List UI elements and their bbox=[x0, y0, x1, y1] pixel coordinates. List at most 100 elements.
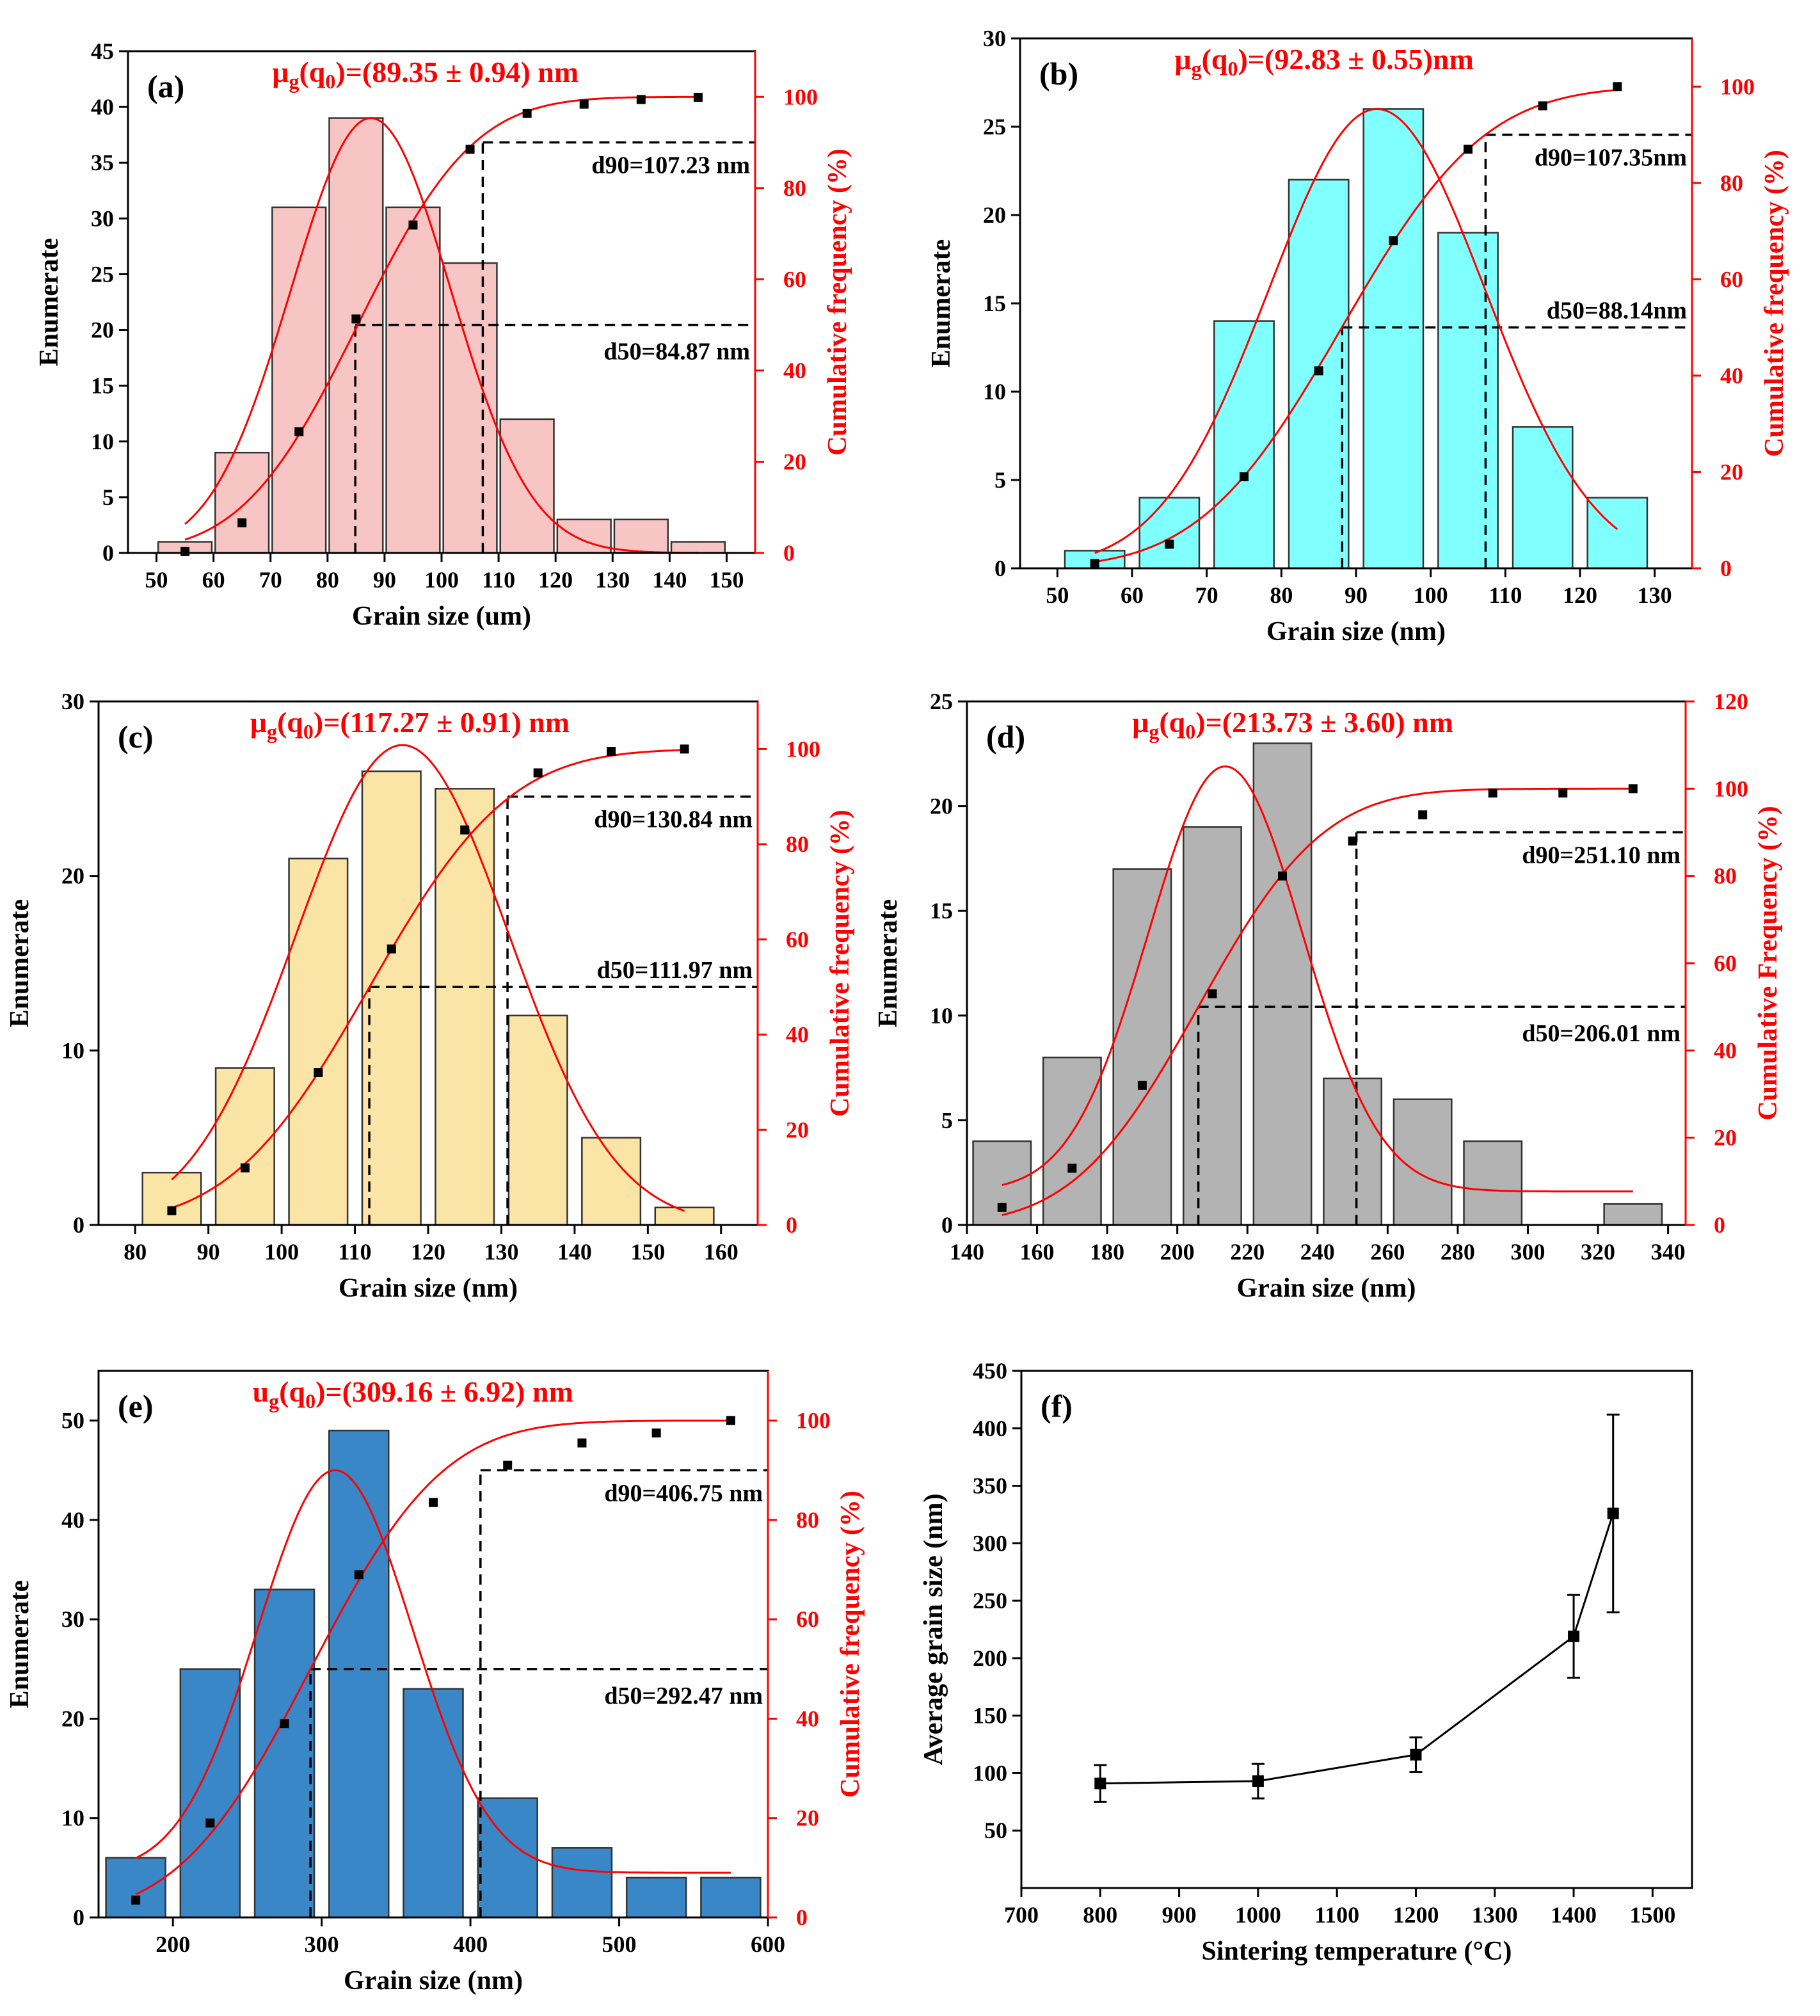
cumulative-point bbox=[180, 547, 190, 556]
y-tick-label: 0 bbox=[73, 1212, 84, 1238]
cumulative-point bbox=[408, 220, 418, 230]
cumulative-point bbox=[1165, 540, 1174, 549]
d50-label: d50=84.87 nm bbox=[603, 339, 750, 365]
y-tick-label: 15 bbox=[983, 291, 1006, 316]
bar bbox=[972, 1140, 1032, 1226]
y-tick-label: 15 bbox=[930, 898, 953, 924]
y-axis-label: Enumerate bbox=[927, 239, 956, 368]
x-tick-label: 340 bbox=[1651, 1239, 1686, 1265]
d50-label: d50=206.01 nm bbox=[1522, 1020, 1680, 1047]
y-tick-label: 10 bbox=[983, 379, 1006, 404]
x-axis-label: Grain size (nm) bbox=[339, 1274, 518, 1303]
cumulative-point bbox=[387, 944, 396, 954]
y-tick-label: 50 bbox=[984, 1818, 1007, 1843]
x-tick-label: 300 bbox=[1510, 1239, 1545, 1265]
cumulative-point bbox=[240, 1163, 250, 1172]
y-tick-label: 30 bbox=[91, 205, 114, 231]
y-axis-label: Average grain size (nm) bbox=[919, 1494, 948, 1766]
x-tick-label: 130 bbox=[1638, 582, 1672, 608]
bar bbox=[1362, 108, 1425, 570]
d50-label: d50=292.47 nm bbox=[604, 1683, 763, 1709]
bar bbox=[179, 1668, 241, 1919]
cumulative-point bbox=[726, 1416, 735, 1425]
x-tick-label: 130 bbox=[595, 567, 630, 593]
y2-tick-label: 80 bbox=[783, 175, 806, 201]
x-tick-label: 110 bbox=[482, 567, 515, 593]
bar bbox=[625, 1876, 687, 1919]
y-tick-label: 350 bbox=[973, 1473, 1007, 1499]
cumulative-point bbox=[1314, 366, 1323, 376]
panel-f: 700 800 900 1000 1100 1200 1300 1400 1500 50 100 15… bbox=[919, 1358, 1693, 1966]
y2-tick-label: 60 bbox=[786, 927, 809, 952]
y2-tick-label: 0 bbox=[1720, 556, 1732, 581]
bar bbox=[1437, 232, 1499, 570]
cumulative-point bbox=[636, 95, 646, 104]
y-tick-label: 10 bbox=[930, 1003, 953, 1028]
y-tick-label: 450 bbox=[973, 1358, 1007, 1384]
y-tick-label: 45 bbox=[91, 38, 114, 64]
y-tick-label: 10 bbox=[91, 429, 114, 454]
gaussian-fit-curve bbox=[135, 1469, 731, 1874]
x-tick-label: 60 bbox=[202, 567, 225, 593]
d50-label: d50=88.14nm bbox=[1547, 298, 1687, 324]
cumulative-point bbox=[1464, 145, 1473, 154]
d90-label: d90=130.84 nm bbox=[594, 806, 753, 833]
x-tick-label: 90 bbox=[197, 1239, 220, 1265]
x-tick-label: 900 bbox=[1162, 1902, 1197, 1928]
bar bbox=[1323, 1077, 1383, 1226]
y-tick-label: 40 bbox=[61, 1507, 84, 1533]
y-axis-label: Enumerate bbox=[35, 238, 64, 367]
y2-tick-label: 60 bbox=[1714, 950, 1737, 976]
gaussian-fit-curve bbox=[1094, 108, 1618, 554]
panel-label: (a) bbox=[147, 68, 184, 104]
bar bbox=[1512, 426, 1574, 570]
y2-tick-label: 60 bbox=[1720, 266, 1743, 292]
x-tick-label: 140 bbox=[557, 1239, 592, 1265]
x-tick-label: 100 bbox=[424, 567, 459, 593]
panel-label: (d) bbox=[986, 719, 1025, 755]
cumulative-point bbox=[351, 314, 361, 324]
y2-axis-label: Cumulative Frequency (%) bbox=[1753, 806, 1783, 1121]
cumulative-point bbox=[1137, 1080, 1147, 1090]
bar bbox=[556, 518, 612, 554]
y2-tick-label: 100 bbox=[1720, 74, 1755, 99]
x-tick-label: 1100 bbox=[1314, 1902, 1359, 1928]
bar bbox=[435, 788, 495, 1226]
y-tick-label: 300 bbox=[973, 1530, 1007, 1556]
y-tick-label: 0 bbox=[994, 556, 1006, 581]
cumulative-point bbox=[280, 1719, 289, 1729]
x-axis-label: Grain size (nm) bbox=[1237, 1274, 1416, 1303]
cumulative-point bbox=[1348, 836, 1357, 846]
x-tick-label: 90 bbox=[373, 567, 396, 593]
cumulative-point bbox=[167, 1206, 177, 1215]
y2-axis-label: Cumulative frequency (%) bbox=[823, 148, 852, 456]
x-tick-label: 100 bbox=[1414, 582, 1448, 608]
y-tick-label: 30 bbox=[61, 1606, 84, 1632]
mu-annotation: μg(q0)=(117.27 ± 0.91) nm bbox=[250, 706, 570, 743]
cumulative-point bbox=[503, 1460, 513, 1470]
x-tick-label: 90 bbox=[1345, 582, 1368, 608]
panel-e: 200 300 400 500 60001020304050020406080100Gr… bbox=[5, 1370, 865, 1996]
x-tick-label: 140 bbox=[950, 1239, 984, 1265]
cumulative-point bbox=[1628, 784, 1638, 794]
y-axis-label: Enumerate bbox=[874, 899, 903, 1028]
cumulative-point bbox=[680, 744, 689, 754]
y-axis-label: Enumerate bbox=[5, 899, 35, 1028]
plot-frame bbox=[1020, 1370, 1693, 1889]
gaussian-fit-curve bbox=[1002, 765, 1633, 1193]
y-tick-label: 20 bbox=[930, 794, 953, 819]
bar bbox=[700, 1876, 762, 1919]
y2-tick-label: 20 bbox=[796, 1805, 819, 1831]
x-tick-label: 400 bbox=[453, 1932, 488, 1957]
x-tick-label: 260 bbox=[1370, 1239, 1405, 1265]
y2-tick-label: 80 bbox=[796, 1507, 819, 1533]
cumulative-point bbox=[205, 1818, 215, 1828]
cumulative-point bbox=[465, 145, 475, 154]
y2-axis-label: Cumulative frequency (%) bbox=[836, 1491, 865, 1798]
x-tick-label: 600 bbox=[751, 1932, 785, 1957]
y-tick-label: 40 bbox=[91, 94, 114, 120]
y2-axis-label: Cumulative frequency (%) bbox=[826, 810, 855, 1117]
panel-label: (b) bbox=[1039, 56, 1078, 92]
y-tick-label: 150 bbox=[973, 1703, 1007, 1729]
